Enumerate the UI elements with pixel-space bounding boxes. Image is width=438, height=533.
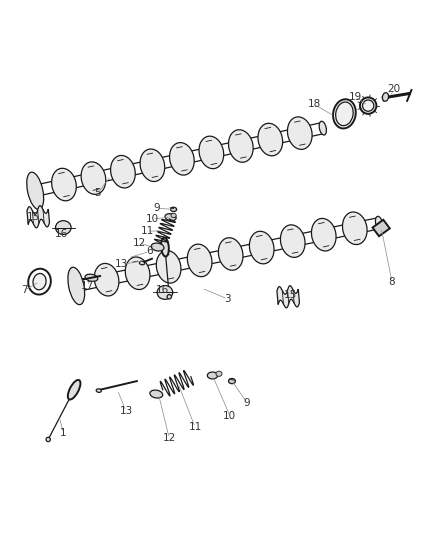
Text: 17: 17 <box>81 281 94 291</box>
Ellipse shape <box>311 219 336 251</box>
Ellipse shape <box>72 278 80 294</box>
Text: 11: 11 <box>189 422 202 432</box>
Ellipse shape <box>258 123 283 156</box>
Ellipse shape <box>85 274 98 281</box>
Ellipse shape <box>46 437 50 442</box>
Ellipse shape <box>28 175 42 206</box>
Text: 10: 10 <box>223 411 237 421</box>
Ellipse shape <box>74 280 79 292</box>
Ellipse shape <box>94 263 119 296</box>
Text: 18: 18 <box>307 99 321 109</box>
Text: 1: 1 <box>60 428 67 438</box>
Ellipse shape <box>139 261 145 265</box>
Ellipse shape <box>249 231 274 264</box>
Ellipse shape <box>33 185 38 196</box>
Text: 12: 12 <box>162 433 176 443</box>
Ellipse shape <box>165 214 176 221</box>
Ellipse shape <box>151 243 164 251</box>
Polygon shape <box>27 206 49 228</box>
Ellipse shape <box>27 172 44 209</box>
Text: 6: 6 <box>146 246 153 256</box>
Ellipse shape <box>167 295 171 299</box>
Ellipse shape <box>96 389 101 392</box>
Text: 9: 9 <box>244 398 251 408</box>
Text: 7: 7 <box>21 285 28 295</box>
Ellipse shape <box>156 251 181 283</box>
Ellipse shape <box>110 156 135 188</box>
Ellipse shape <box>140 149 165 182</box>
Text: 9: 9 <box>153 203 159 213</box>
Ellipse shape <box>125 257 150 289</box>
Ellipse shape <box>216 371 222 376</box>
Text: 16: 16 <box>156 285 170 295</box>
Ellipse shape <box>287 117 312 149</box>
Ellipse shape <box>207 372 218 379</box>
Ellipse shape <box>70 271 83 301</box>
Ellipse shape <box>199 136 224 168</box>
Ellipse shape <box>68 380 81 400</box>
Text: 12: 12 <box>132 238 145 248</box>
Ellipse shape <box>170 143 194 175</box>
Ellipse shape <box>32 182 39 199</box>
Ellipse shape <box>81 162 106 195</box>
Text: 19: 19 <box>349 92 362 102</box>
Text: 3: 3 <box>224 294 231 304</box>
Text: 5: 5 <box>95 188 101 198</box>
Ellipse shape <box>382 93 389 101</box>
Text: 16: 16 <box>55 229 68 239</box>
Ellipse shape <box>150 390 163 398</box>
Ellipse shape <box>319 121 326 135</box>
Ellipse shape <box>229 130 253 162</box>
Ellipse shape <box>343 212 367 245</box>
Ellipse shape <box>170 207 177 212</box>
Text: 8: 8 <box>389 277 395 287</box>
Ellipse shape <box>229 378 236 384</box>
Text: 15: 15 <box>26 212 40 222</box>
Ellipse shape <box>52 168 76 201</box>
Ellipse shape <box>71 274 81 298</box>
Ellipse shape <box>56 221 71 235</box>
Text: 20: 20 <box>388 84 401 94</box>
Ellipse shape <box>363 100 374 111</box>
Ellipse shape <box>30 179 41 203</box>
Polygon shape <box>277 286 300 308</box>
Ellipse shape <box>375 216 383 230</box>
Ellipse shape <box>280 225 305 257</box>
Text: 11: 11 <box>141 226 154 236</box>
Ellipse shape <box>360 98 376 114</box>
Ellipse shape <box>333 99 356 128</box>
Ellipse shape <box>187 244 212 277</box>
Ellipse shape <box>171 213 176 217</box>
Ellipse shape <box>157 286 173 300</box>
Ellipse shape <box>161 238 169 256</box>
Text: 13: 13 <box>120 406 133 416</box>
Polygon shape <box>372 220 390 236</box>
Ellipse shape <box>219 238 243 270</box>
Text: 10: 10 <box>145 214 159 224</box>
Ellipse shape <box>68 267 85 305</box>
Ellipse shape <box>33 273 46 290</box>
Text: 15: 15 <box>284 289 297 300</box>
Text: 13: 13 <box>115 260 128 269</box>
